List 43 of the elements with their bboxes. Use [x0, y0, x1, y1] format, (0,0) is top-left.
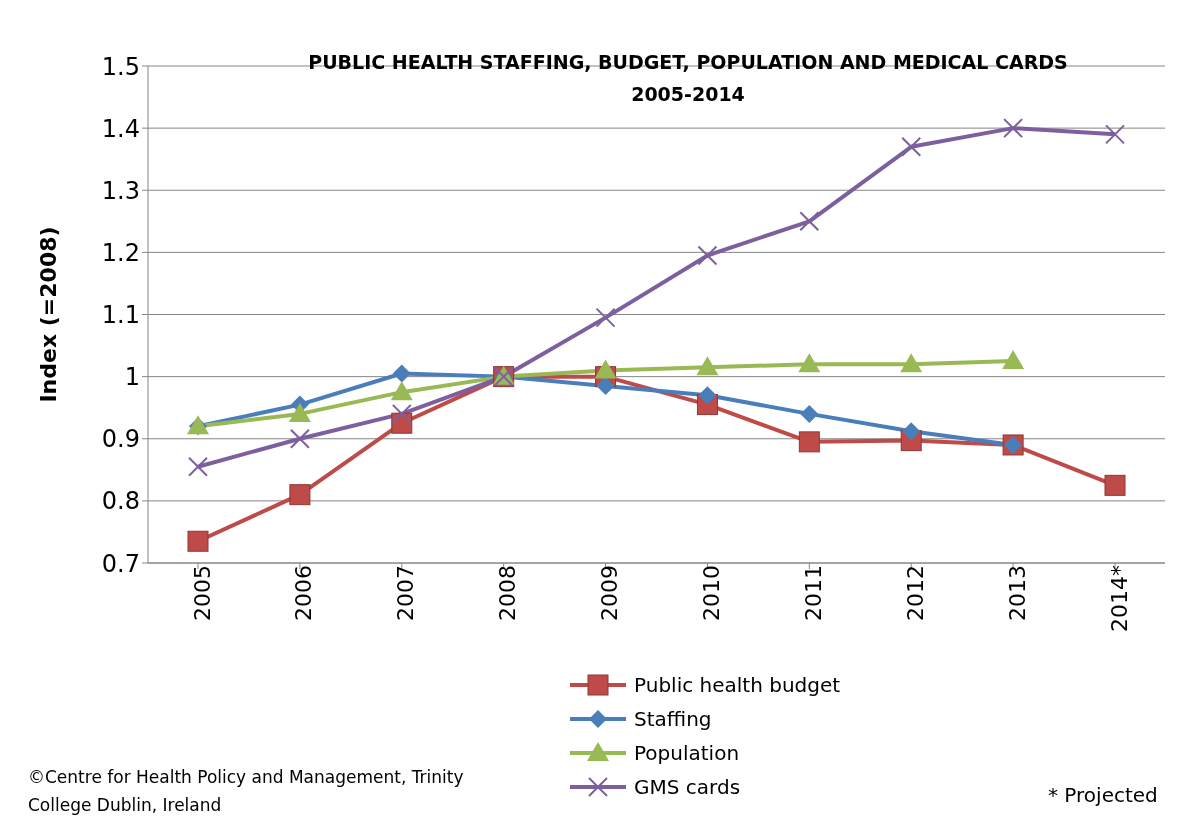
point — [288, 402, 311, 422]
y-tick-label: 1.3 — [101, 176, 140, 205]
x-tick-label: 2012 — [902, 565, 928, 621]
point — [900, 353, 923, 373]
text: ©Centre for Health Policy and Management, Trinity College Dublin, Ireland — [28, 766, 465, 817]
chart-title: PUBLIC HEALTH STAFFING, BUDGET, POPULATION AND MEDICAL CARDS 2005-2014 — [307, 50, 1069, 107]
y-tick-label: 1.4 — [101, 114, 140, 143]
x-tick-label: 2013 — [1004, 565, 1030, 621]
y-tick-label: 0.9 — [101, 425, 140, 454]
x-tick-label: 2014* — [1106, 565, 1132, 632]
x-tick-label: 2007 — [393, 565, 419, 621]
point — [902, 422, 921, 441]
y-tick-label: 1.2 — [101, 238, 140, 267]
text: * Projected — [1048, 783, 1158, 807]
y-tick-label: 1 — [124, 363, 140, 392]
point — [698, 386, 717, 405]
y-tick-label: 1.1 — [101, 301, 140, 330]
point — [392, 364, 411, 383]
point — [289, 484, 311, 506]
x-tick-label: 2006 — [291, 565, 317, 621]
legend-label: Staffing — [634, 707, 712, 731]
point — [696, 356, 719, 376]
point — [596, 376, 615, 395]
x-tick-label: 2009 — [597, 565, 623, 621]
point — [798, 353, 821, 373]
point — [187, 530, 209, 552]
x-tick-label: 2008 — [495, 565, 521, 621]
point — [1002, 350, 1025, 370]
x-tick-label: 2011 — [800, 565, 826, 621]
legend-label: Population — [634, 741, 740, 765]
y-tick-label: 1.5 — [101, 52, 140, 81]
legend-label: Public health budget — [634, 673, 841, 697]
point — [798, 431, 820, 453]
point — [390, 381, 413, 401]
y-tick-label: 0.7 — [101, 549, 140, 578]
point — [800, 404, 819, 423]
legend-label: GMS cards — [634, 775, 741, 799]
x-tick-label: 2010 — [699, 565, 725, 621]
x-tick-label: 2005 — [189, 565, 215, 621]
point — [1104, 474, 1126, 496]
point — [594, 359, 617, 379]
y-tick-label: 0.8 — [101, 487, 140, 516]
y-axis-title: Index (=2008) — [35, 226, 61, 403]
